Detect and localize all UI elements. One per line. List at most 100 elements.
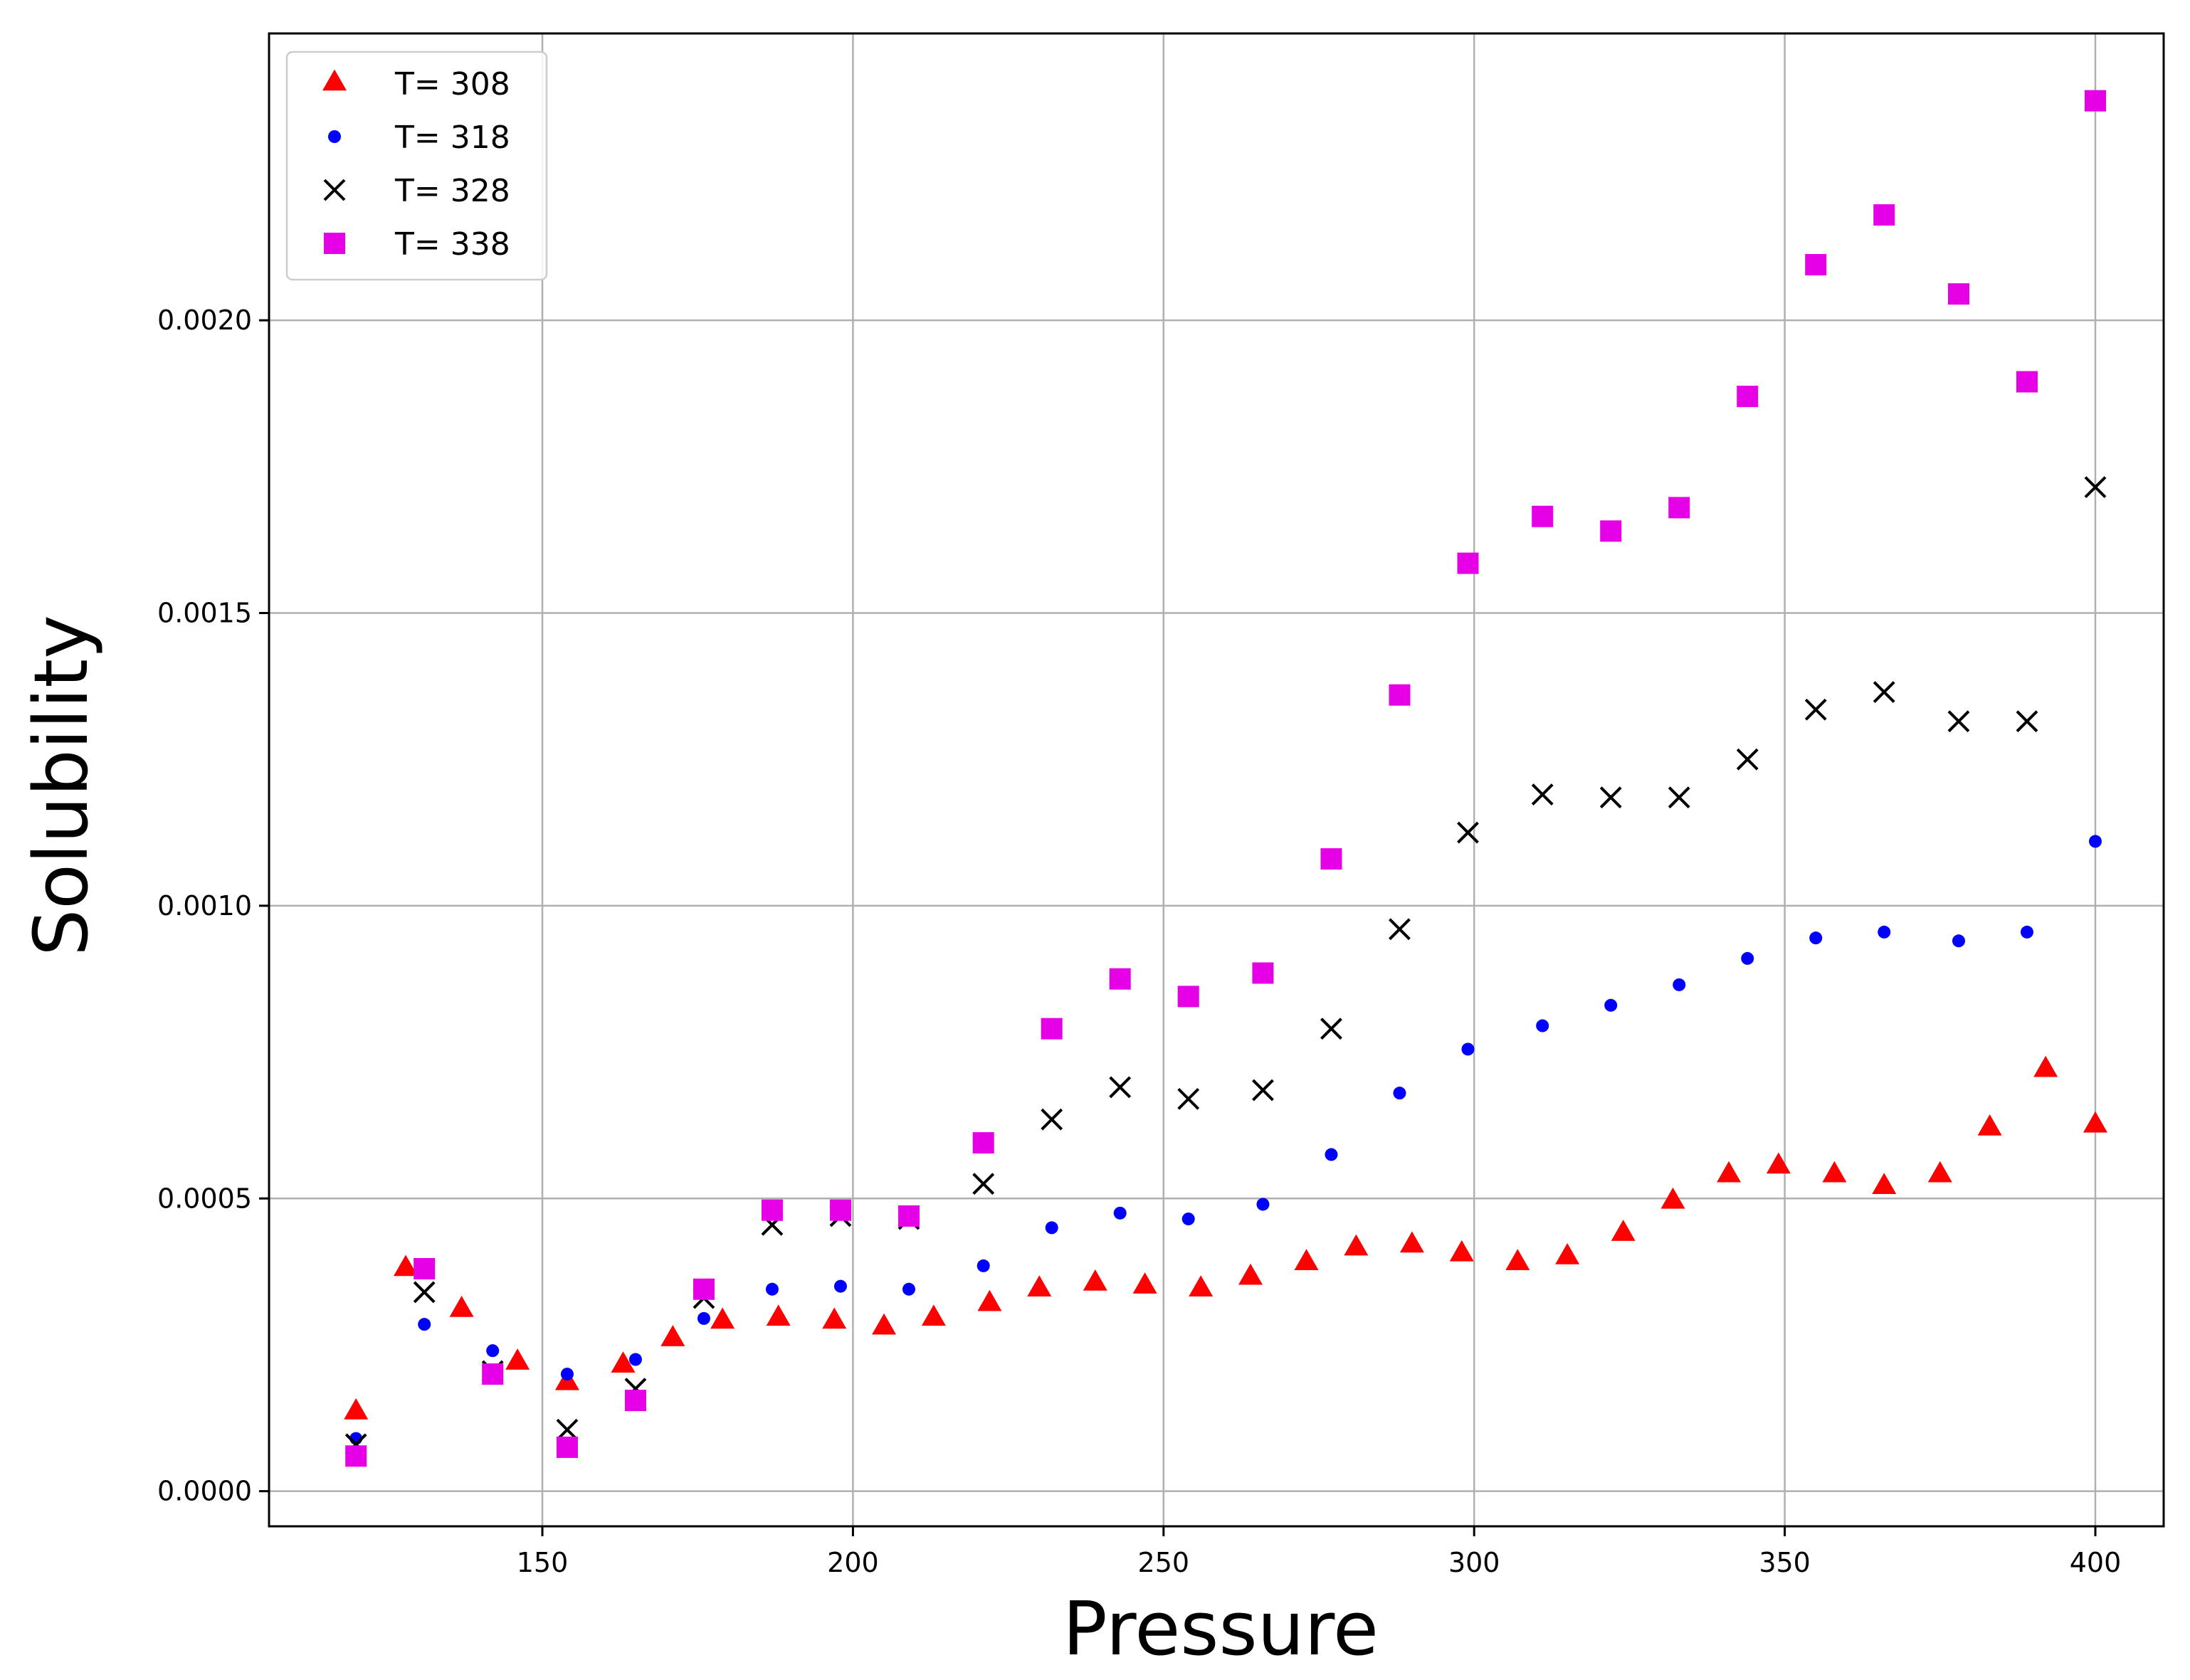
- data-point: [1668, 786, 1690, 809]
- legend-marker: [322, 69, 347, 91]
- legend-label: T= 328: [394, 173, 510, 209]
- axis-ticks: 150 200 250 300 350 400 0.0000 0.0005 0.0010 0.00…: [157, 305, 2121, 1578]
- data-point: [628, 1353, 642, 1366]
- data-point: [1045, 1221, 1058, 1235]
- legend-marker: [323, 179, 346, 201]
- data-point: [765, 1282, 779, 1296]
- data-point: [1737, 386, 1759, 408]
- data-point: [1600, 520, 1622, 542]
- data-point: [414, 1257, 436, 1279]
- data-point: [1325, 1148, 1338, 1161]
- data-series: [344, 90, 2107, 1467]
- data-point: [1604, 998, 1618, 1012]
- data-point: [2083, 1111, 2107, 1133]
- legend-label: T= 338: [394, 226, 510, 263]
- data-point: [710, 1307, 735, 1329]
- data-point: [624, 1390, 646, 1412]
- data-point: [1252, 1079, 1274, 1101]
- legend: T= 308 T= 318 T= 328 T= 338: [285, 51, 548, 281]
- data-point: [1189, 1275, 1214, 1296]
- data-point: [394, 1254, 418, 1277]
- data-point: [1256, 1198, 1270, 1211]
- data-point: [449, 1296, 474, 1317]
- data-point: [1027, 1275, 1052, 1296]
- data-point: [1083, 1269, 1107, 1291]
- data-point: [1805, 253, 1827, 275]
- y-tick-label: 0.0000: [157, 1476, 252, 1507]
- y-tick-label: 0.0020: [157, 305, 252, 336]
- data-point: [822, 1307, 847, 1329]
- data-point: [2084, 90, 2106, 112]
- data-point: [1741, 951, 1754, 965]
- data-point: [345, 1445, 367, 1467]
- data-point: [556, 1418, 579, 1441]
- data-point: [1809, 931, 1823, 945]
- data-point: [1177, 1087, 1200, 1110]
- data-point: [1878, 925, 1891, 939]
- data-point: [1457, 821, 1479, 844]
- x-tick-label: 300: [1448, 1547, 1500, 1578]
- x-tick-label: 250: [1138, 1547, 1190, 1578]
- data-point: [1294, 1249, 1319, 1270]
- data-point: [1461, 1042, 1475, 1056]
- x-axis-title: Pressure: [1063, 1585, 1379, 1672]
- legend-label: T= 308: [394, 66, 510, 102]
- data-point: [872, 1313, 897, 1335]
- data-point: [560, 1368, 574, 1381]
- data-point: [972, 1173, 995, 1195]
- data-point: [1717, 1161, 1742, 1183]
- data-point: [1041, 1108, 1063, 1131]
- data-point: [697, 1311, 710, 1325]
- data-point: [413, 1281, 436, 1304]
- data-point: [1238, 1263, 1263, 1285]
- legend-label: T= 318: [394, 120, 510, 156]
- data-point: [1252, 962, 1274, 984]
- legend-box: [285, 51, 548, 281]
- data-point: [660, 1325, 685, 1346]
- grid-lines: [269, 33, 2164, 1526]
- data-point: [611, 1351, 636, 1373]
- y-tick-label: 0.0010: [157, 890, 252, 921]
- data-point: [486, 1344, 500, 1358]
- data-point: [2016, 371, 2038, 393]
- data-point: [1449, 1240, 1474, 1262]
- data-point: [902, 1282, 915, 1296]
- data-point: [829, 1199, 851, 1221]
- data-point: [1822, 1161, 1847, 1183]
- x-tick-label: 400: [2070, 1547, 2122, 1578]
- plot-area-frame: [268, 32, 2165, 1528]
- data-point: [1109, 1076, 1132, 1099]
- data-point: [1947, 283, 1969, 305]
- data-point: [1393, 1087, 1406, 1100]
- data-point: [1599, 786, 1622, 809]
- data-point: [1457, 552, 1479, 574]
- y-tick-label: 0.0005: [157, 1183, 252, 1214]
- data-point: [1181, 1213, 1195, 1226]
- data-point: [1555, 1242, 1580, 1264]
- data-point: [1766, 1152, 1791, 1174]
- legend-marker: [324, 233, 345, 254]
- data-point: [1177, 986, 1199, 1008]
- x-tick-label: 200: [827, 1547, 879, 1578]
- data-point: [482, 1363, 504, 1385]
- data-point: [1611, 1220, 1636, 1241]
- data-point: [556, 1436, 578, 1458]
- x-tick-label: 150: [517, 1547, 569, 1578]
- data-point: [1736, 748, 1759, 771]
- y-tick-label: 0.0015: [157, 598, 252, 629]
- y-axis-title: Solubility: [18, 615, 105, 956]
- data-point: [505, 1348, 530, 1370]
- data-point: [761, 1199, 783, 1221]
- data-point: [921, 1304, 946, 1326]
- data-point: [1952, 934, 1965, 948]
- data-point: [1109, 968, 1131, 990]
- data-point: [2016, 710, 2038, 733]
- x-tick-label: 350: [1759, 1547, 1811, 1578]
- data-point: [1532, 505, 1554, 527]
- data-point: [1320, 1018, 1342, 1040]
- data-point: [1660, 1187, 1685, 1209]
- series-triangle: [344, 1055, 2107, 1420]
- data-point: [1531, 783, 1554, 805]
- data-point: [972, 1132, 994, 1154]
